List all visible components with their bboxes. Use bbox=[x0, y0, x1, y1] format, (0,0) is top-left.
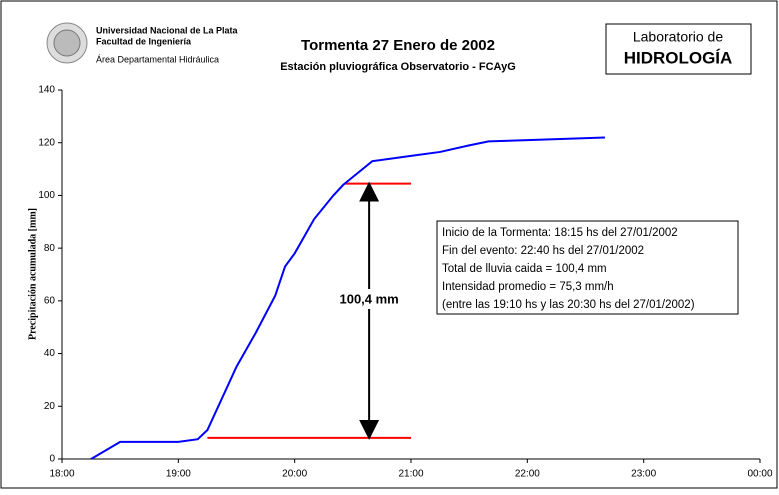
y-tick-label: 40 bbox=[44, 348, 56, 359]
faculty: Facultad de Ingeniería bbox=[96, 36, 192, 46]
lab-line1: Laboratorio de bbox=[633, 29, 724, 45]
y-tick-label: 140 bbox=[38, 85, 55, 96]
arrow-label: 100,4 mm bbox=[339, 291, 398, 306]
y-axis-label: Precipitación acumulada [mm] bbox=[27, 208, 38, 340]
x-tick-label: 18:00 bbox=[49, 469, 74, 480]
info-line: Fin del evento: 22:40 hs del 27/01/2002 bbox=[442, 245, 644, 257]
y-tick-label: 60 bbox=[44, 295, 56, 306]
x-tick-label: 23:00 bbox=[631, 469, 656, 480]
lab-logo bbox=[605, 23, 752, 75]
arrow-label-bg bbox=[323, 289, 416, 309]
y-tick-label: 0 bbox=[49, 454, 55, 465]
x-tick-label: 19:00 bbox=[166, 469, 191, 480]
lab-line2: HIDROLOGÍA bbox=[624, 48, 733, 67]
x-tick-label: 20:00 bbox=[282, 469, 307, 480]
seal bbox=[46, 22, 88, 64]
info-line: Inicio de la Tormenta: 18:15 hs del 27/0… bbox=[442, 227, 678, 239]
info-line: (entre las 19:10 hs y las 20:30 hs del 2… bbox=[442, 299, 695, 311]
data-line bbox=[90, 136, 605, 460]
x-tick-label: 00:00 bbox=[747, 469, 772, 480]
y-tick-label: 120 bbox=[38, 137, 55, 148]
info-box bbox=[436, 220, 739, 315]
y-tick-label: 20 bbox=[44, 401, 56, 412]
chart-title: Tormenta 27 Enero de 2002 bbox=[301, 37, 495, 54]
university: Universidad Nacional de La Plata bbox=[96, 25, 239, 35]
x-tick-label: 21:00 bbox=[398, 469, 423, 480]
info-line: Intensidad promedio = 75,3 mm/h bbox=[442, 281, 614, 293]
info-line: Total de lluvia caida = 100,4 mm bbox=[442, 263, 607, 275]
y-tick-label: 80 bbox=[44, 243, 56, 254]
chart-subtitle: Estación pluviográfica Observatorio - FC… bbox=[280, 61, 516, 73]
y-tick-label: 100 bbox=[38, 190, 55, 201]
department: Área Departamental Hidráulica bbox=[96, 54, 219, 64]
x-tick-label: 22:00 bbox=[515, 469, 540, 480]
